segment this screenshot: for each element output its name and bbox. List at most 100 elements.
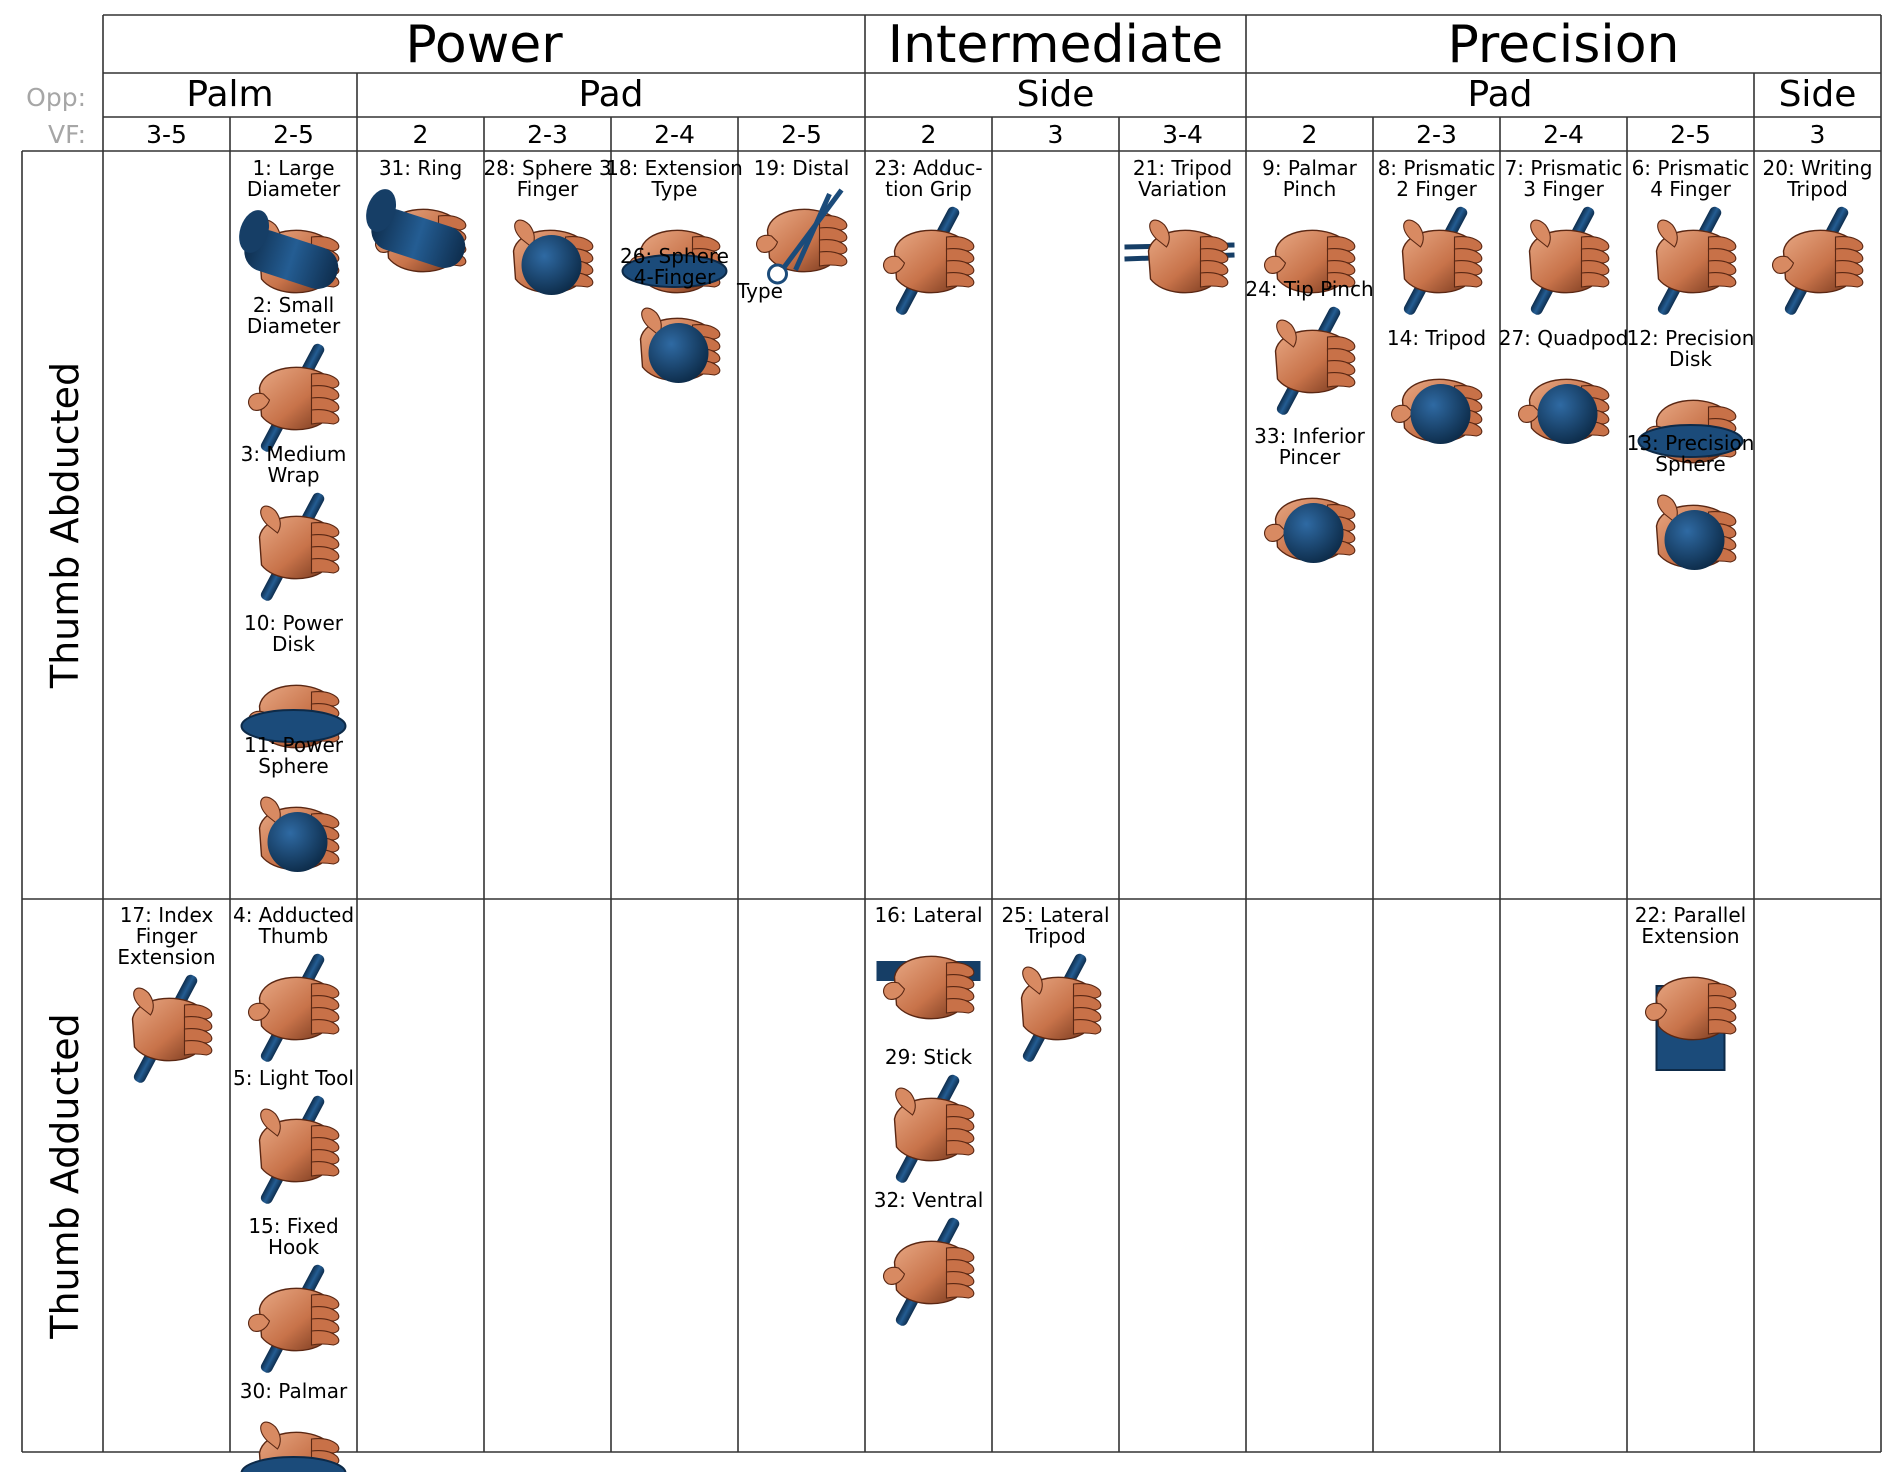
disk-object-icon bbox=[1637, 424, 1744, 458]
grasp-label: 22: Parallel bbox=[1635, 903, 1746, 927]
grasp-cell: 31: Ring bbox=[366, 156, 467, 273]
opposition-header-3: Pad bbox=[1467, 74, 1532, 115]
hand-icon bbox=[1645, 976, 1737, 1041]
grasp-label: Diameter bbox=[247, 177, 341, 201]
disk-object-icon bbox=[240, 1456, 347, 1472]
grasp-label: Thumb bbox=[258, 924, 329, 948]
grasp-label: 3 Finger bbox=[1523, 177, 1604, 201]
row-label-thumb-adducted: Thumb Adducted bbox=[43, 1013, 87, 1340]
grasp-label: 16: Lateral bbox=[874, 903, 982, 927]
grasp-label: 23: Adduc- bbox=[874, 156, 982, 180]
hand-icon bbox=[1528, 219, 1610, 294]
grasp-label: 4 Finger bbox=[1650, 177, 1731, 201]
hand-icon bbox=[1020, 966, 1102, 1041]
opposition-axis-label: Opp: bbox=[26, 83, 86, 112]
grasp-label: 17: Index bbox=[120, 903, 214, 927]
grasp-label: 5: Light Tool bbox=[233, 1066, 354, 1090]
hand-icon bbox=[883, 955, 975, 1020]
hand-icon bbox=[248, 976, 340, 1041]
grasp-label: Pinch bbox=[1283, 177, 1337, 201]
grasp-label: Sphere bbox=[1655, 452, 1725, 476]
sphere-object-icon bbox=[521, 235, 582, 295]
grasp-label: 4: Adducted bbox=[233, 903, 354, 927]
grasp-label: Hook bbox=[268, 1235, 320, 1259]
vf-header-10: 2-3 bbox=[1416, 120, 1457, 149]
grasp-label: 11: Power bbox=[244, 733, 344, 757]
hand-icon bbox=[1655, 219, 1737, 294]
vf-header-9: 2 bbox=[1302, 120, 1318, 149]
vf-header-1: 2-5 bbox=[273, 120, 314, 149]
grasp-cell: 24: Tip Pinch bbox=[1245, 277, 1374, 415]
grasp-label: 28: Sphere 3 bbox=[483, 156, 611, 180]
grasp-label: 31: Ring bbox=[379, 156, 462, 180]
vf-header-6: 2 bbox=[921, 120, 937, 149]
vf-axis-label: VF: bbox=[48, 120, 86, 149]
grasp-label: 7: Prismatic bbox=[1505, 156, 1623, 180]
grasp-label: 3: Medium bbox=[241, 442, 347, 466]
grasp-cell: 14: Tripod bbox=[1387, 326, 1486, 444]
cylinder-end-icon bbox=[239, 210, 270, 253]
sphere-object-icon bbox=[1664, 510, 1725, 570]
grasp-cell: 29: Stick bbox=[885, 1045, 975, 1183]
grasp-label: 1: Large bbox=[252, 156, 334, 180]
category-header-1: Intermediate bbox=[888, 15, 1224, 75]
grasp-label: 30: Palmar bbox=[240, 1379, 348, 1403]
grasp-label: Disk bbox=[272, 632, 315, 656]
vf-header-12: 2-5 bbox=[1670, 120, 1711, 149]
grasp-label: Finger bbox=[136, 924, 198, 948]
grasp-label: 4-Finger bbox=[634, 265, 716, 289]
grasp-label: 20: Writing bbox=[1763, 156, 1873, 180]
cylinder-object-icon bbox=[244, 229, 339, 289]
grasp-cell: 19: Distal bbox=[754, 156, 849, 285]
hand-icon bbox=[893, 1087, 975, 1162]
grasp-label: 8: Prismatic bbox=[1378, 156, 1496, 180]
vf-header-2: 2 bbox=[413, 120, 429, 149]
hand-icon bbox=[1264, 229, 1356, 294]
grasp-label: Variation bbox=[1138, 177, 1227, 201]
grasp-label: 18: Extension bbox=[606, 156, 743, 180]
vf-header-4: 2-4 bbox=[654, 120, 695, 149]
hand-icon bbox=[248, 1287, 340, 1352]
sphere-object-icon bbox=[648, 323, 709, 383]
grasp-cell: 27: Quadpod bbox=[1499, 326, 1629, 444]
grasp-label: tion Grip bbox=[885, 177, 972, 201]
grasp-label: Extension bbox=[117, 945, 215, 969]
cylinder-object-icon bbox=[371, 208, 466, 268]
grasp-label: 27: Quadpod bbox=[1499, 326, 1629, 350]
grasp-label: 9: Palmar bbox=[1262, 156, 1358, 180]
vf-header-5: 2-5 bbox=[781, 120, 822, 149]
hand-icon bbox=[248, 366, 340, 431]
scissors-object-icon bbox=[767, 188, 844, 285]
hand-icon bbox=[1401, 219, 1483, 294]
grasp-label: 24: Tip Pinch bbox=[1245, 277, 1373, 301]
grasp-label: 29: Stick bbox=[885, 1045, 973, 1069]
hand-icon bbox=[131, 987, 213, 1062]
grasp-cell: 5: Light Tool bbox=[233, 1066, 354, 1204]
vf-header-0: 3-5 bbox=[146, 120, 187, 149]
category-header-0: Power bbox=[405, 15, 563, 75]
grasp-cell: Type bbox=[736, 279, 783, 303]
grasp-label: Diameter bbox=[247, 314, 341, 338]
hand-icon bbox=[1772, 229, 1864, 294]
grasp-cell: 32: Ventral bbox=[874, 1188, 983, 1326]
grasp-label: Type bbox=[736, 279, 783, 303]
sphere-object-icon bbox=[1283, 503, 1344, 563]
hand-icon bbox=[258, 505, 340, 580]
grasp-cell: 30: Palmar bbox=[240, 1379, 348, 1472]
hand-icon bbox=[1274, 319, 1356, 394]
